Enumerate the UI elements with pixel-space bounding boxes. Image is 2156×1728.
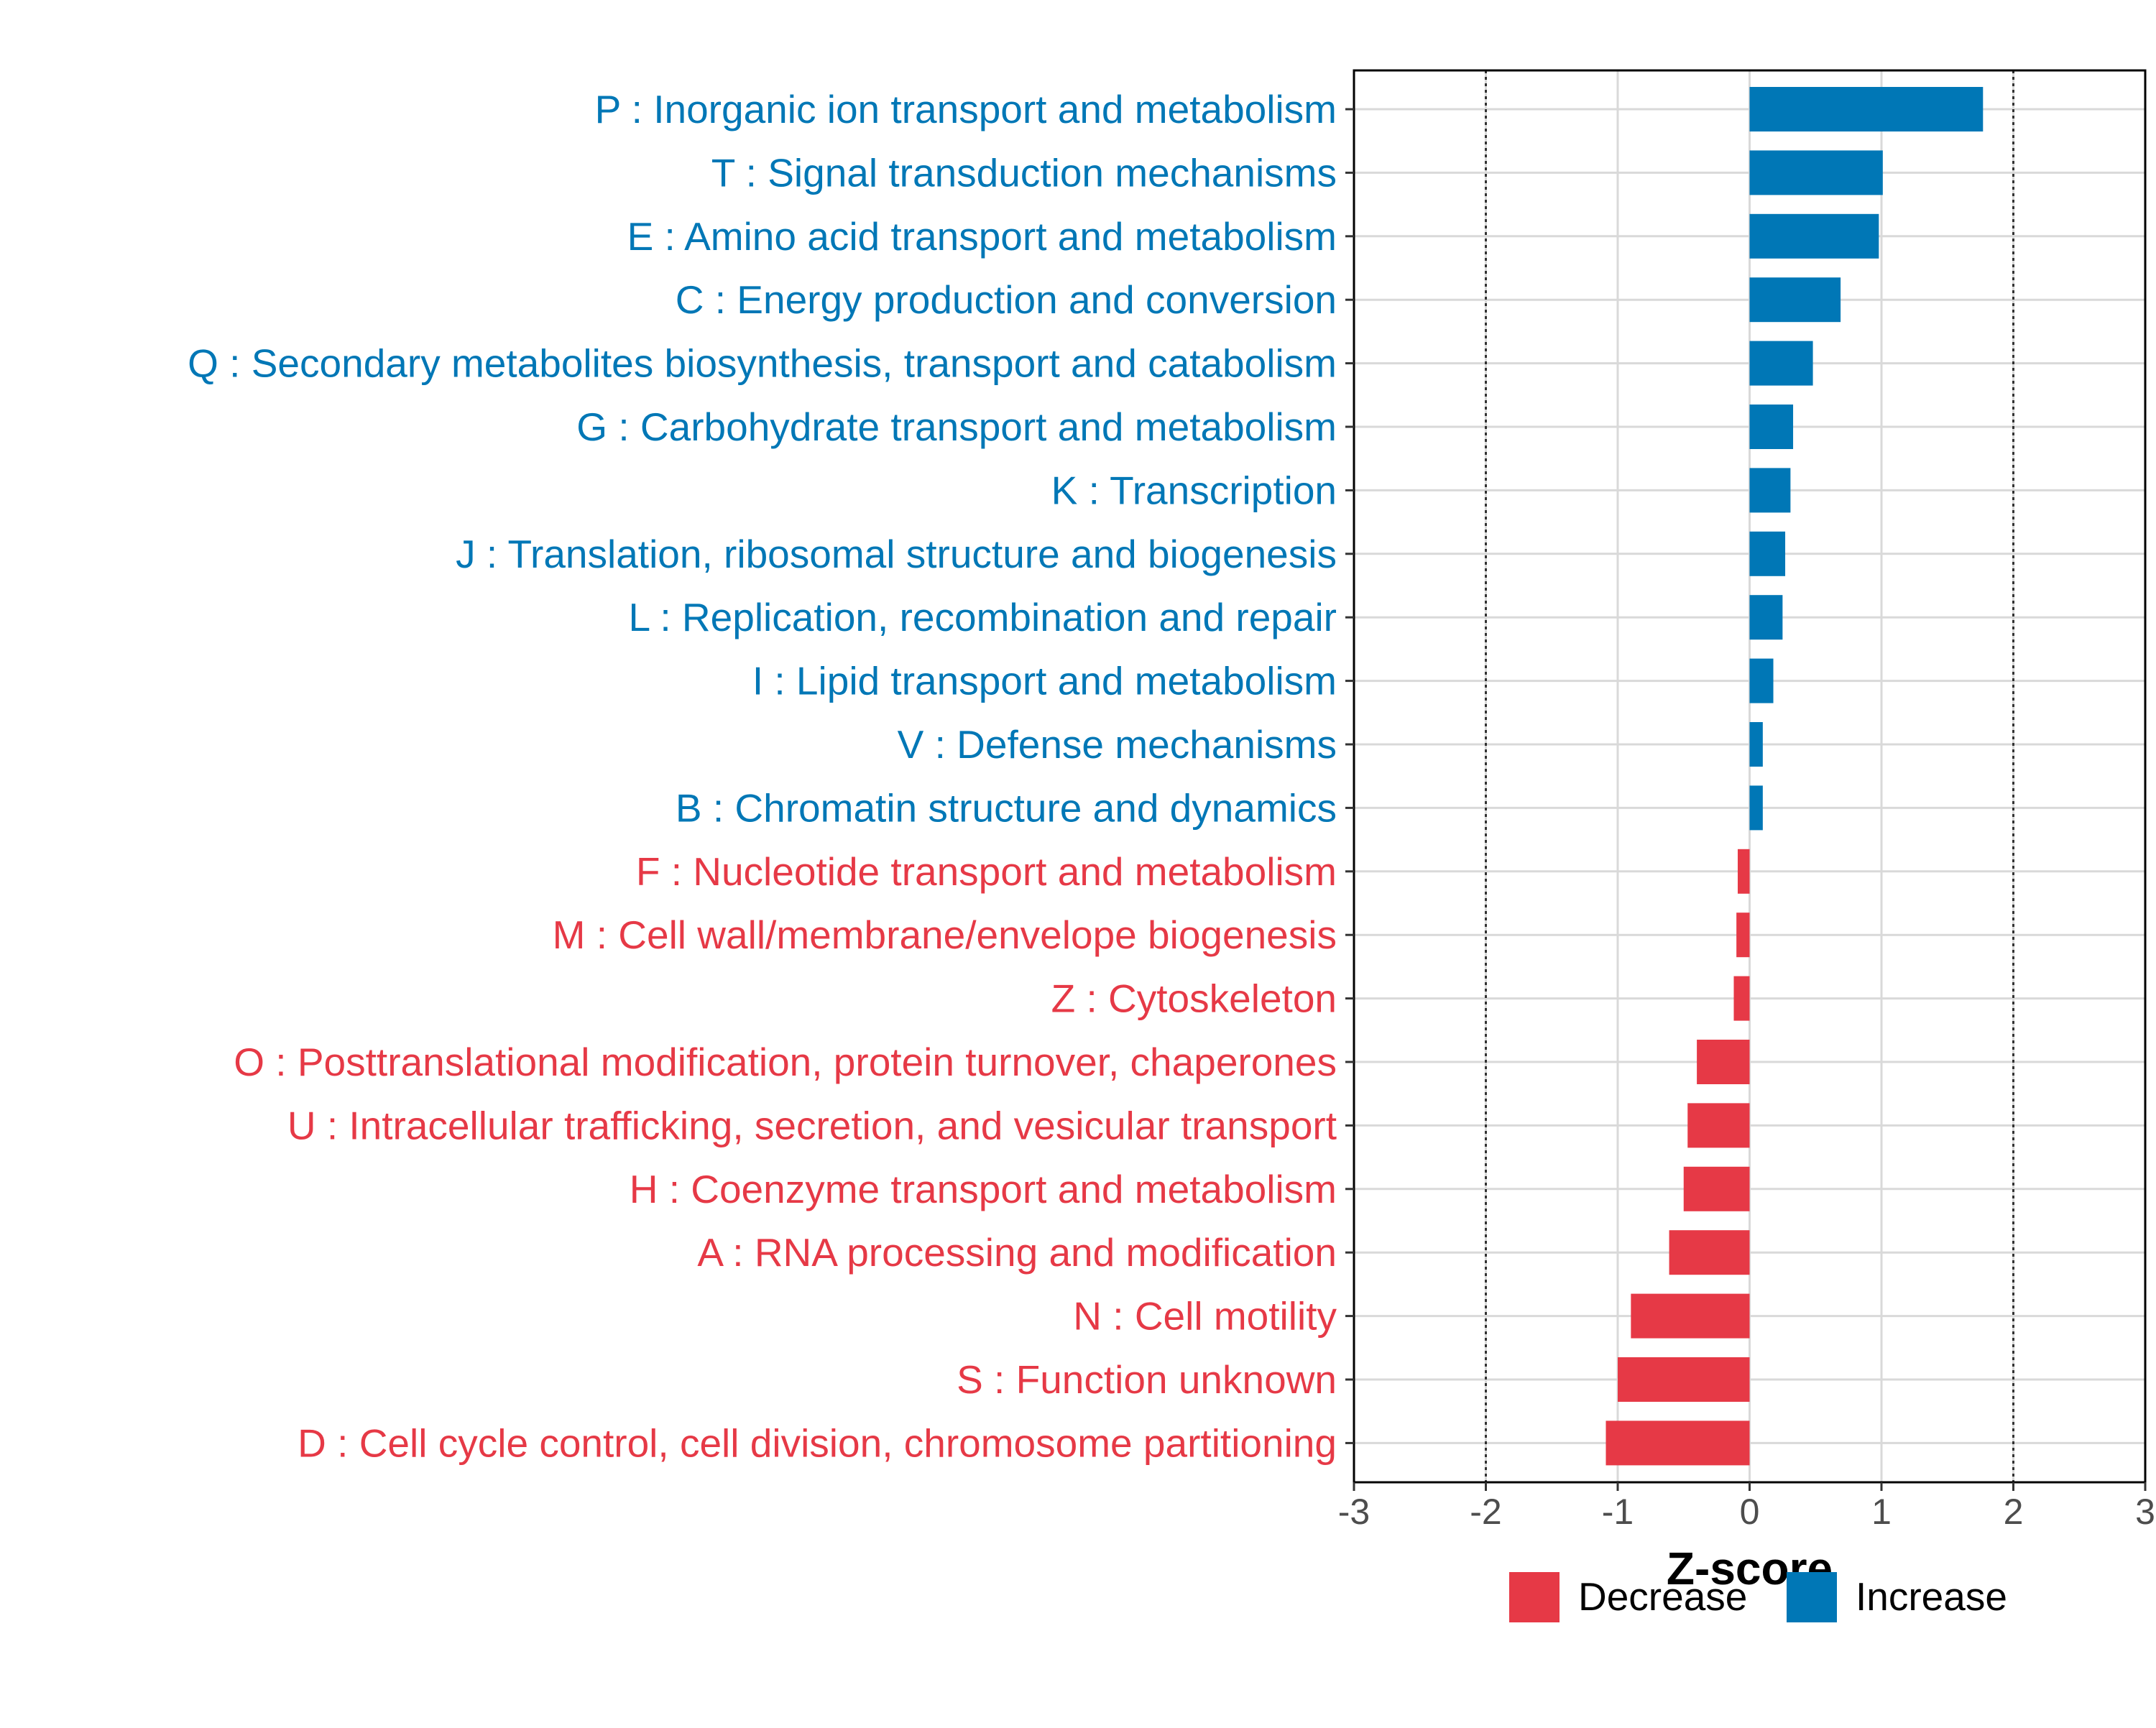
category-label: P : Inorganic ion transport and metaboli… [595,87,1337,131]
bar [1749,595,1783,640]
category-label: C : Energy production and conversion [676,277,1337,322]
bar [1697,1040,1750,1084]
category-label: T : Signal transduction mechanisms [711,150,1337,195]
category-label: N : Cell motility [1073,1294,1337,1339]
category-label: B : Chromatin structure and dynamics [676,785,1337,830]
bar [1749,150,1883,195]
legend-label: Decrease [1578,1574,1747,1619]
legend: Decrease Increase [1509,1572,2007,1622]
category-label: A : RNA processing and modification [697,1230,1337,1275]
bar [1749,658,1774,703]
category-label: J : Translation, ribosomal structure and… [456,532,1337,576]
bar [1683,1166,1750,1211]
bar [1733,976,1750,1021]
bar [1687,1103,1750,1148]
bar [1631,1293,1750,1339]
category-label: I : Lipid transport and metabolism [752,659,1337,703]
bars-layer [1353,69,2147,1484]
category-label: H : Coenzyme transport and metabolism [630,1167,1337,1211]
category-label: D : Cell cycle control, cell division, c… [298,1420,1337,1465]
category-label: V : Defense mechanisms [898,722,1337,767]
category-label: O : Posttranslational modification, prot… [234,1040,1337,1084]
bar [1736,912,1750,958]
x-tick-label: 0 [1740,1492,1760,1532]
category-label: M : Cell wall/membrane/envelope biogenes… [553,912,1337,957]
category-label: Q : Secondary metabolites biosynthesis, … [188,341,1337,386]
bar [1749,468,1791,513]
category-labels: P : Inorganic ion transport and metaboli… [188,87,1354,1465]
category-label: U : Intracellular trafficking, secretion… [287,1103,1337,1147]
legend-swatch [1787,1572,1837,1622]
category-label: Z : Cytoskeleton [1051,976,1337,1021]
category-label: L : Replication, recombination and repai… [629,595,1337,639]
bar [1669,1230,1750,1275]
x-tick-label: -3 [1338,1492,1370,1532]
bar [1749,87,1984,131]
bar [1749,785,1763,831]
category-label: S : Function unknown [957,1357,1337,1402]
x-tick-label: 1 [1871,1492,1892,1532]
x-tick-label: -2 [1470,1492,1501,1532]
bar [1749,213,1879,259]
legend-swatch [1509,1572,1560,1622]
category-label: K : Transcription [1051,468,1337,512]
bar [1749,722,1763,767]
x-axis: -3 -2 -1 0 1 2 3 [1338,1482,2155,1532]
category-label: F : Nucleotide transport and metabolism [636,849,1337,894]
x-tick-label: 2 [2004,1492,2024,1532]
category-label: G : Carbohydrate transport and metabolis… [576,405,1337,449]
bar [1749,277,1841,323]
bar [1749,531,1786,576]
bar [1606,1420,1750,1466]
legend-label: Increase [1856,1574,2007,1619]
category-label: E : Amino acid transport and metabolism [627,214,1337,259]
bar [1749,341,1813,386]
x-tick-label: 3 [2135,1492,2155,1532]
bar [1749,405,1794,449]
bar [1737,849,1750,894]
x-tick-label: -1 [1602,1492,1634,1532]
bar [1618,1357,1750,1402]
